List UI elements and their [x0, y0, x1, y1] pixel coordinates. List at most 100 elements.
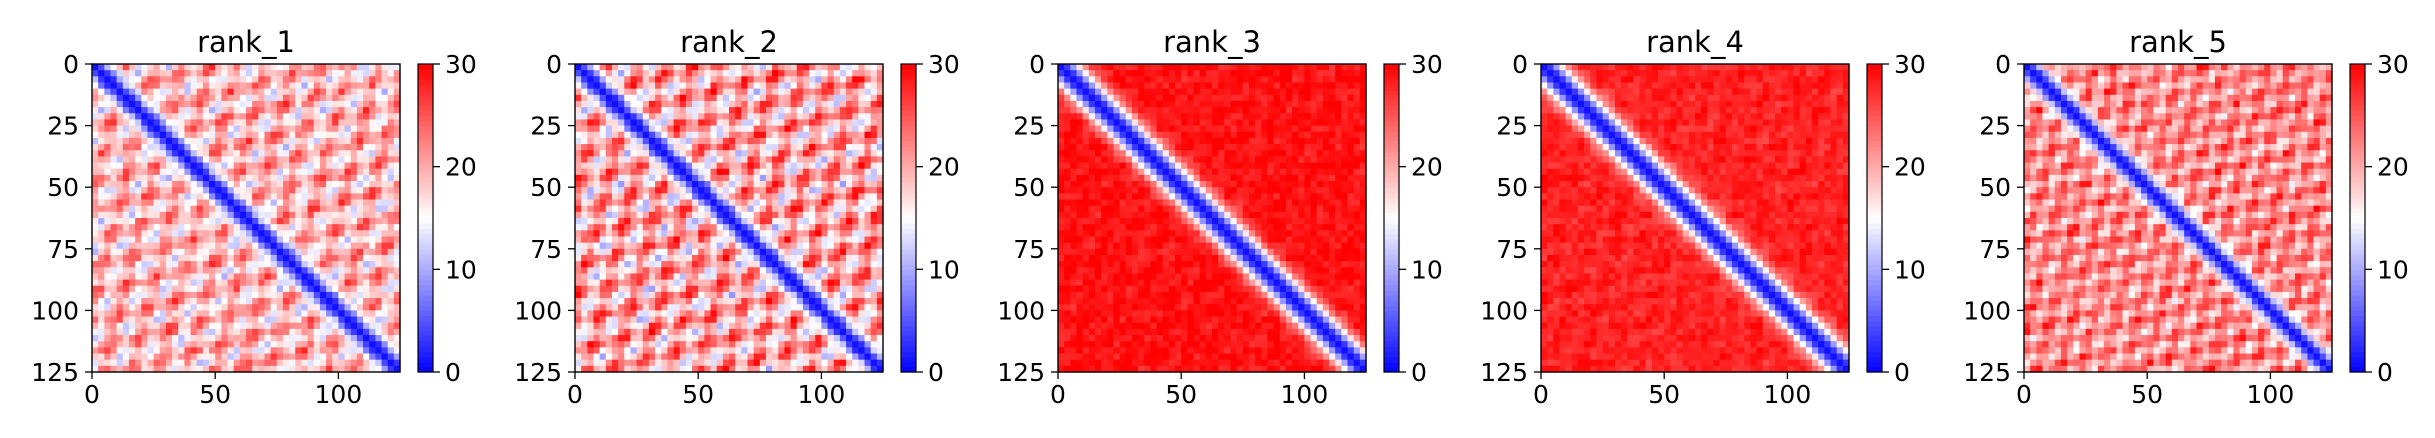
heatmap-cell	[710, 267, 718, 275]
heatmap-cell	[784, 273, 792, 281]
heatmap-cell	[196, 273, 204, 281]
heatmap-cell	[196, 162, 204, 170]
heatmap-cell	[381, 64, 389, 71]
heatmap-cell	[729, 261, 736, 268]
heatmap-cell	[135, 131, 142, 139]
heatmap-cell	[809, 304, 816, 311]
heatmap-cell	[282, 322, 290, 330]
heatmap-cell	[778, 285, 786, 293]
heatmap-cell	[202, 137, 210, 145]
heatmap-cell	[135, 64, 142, 71]
heatmap-cell	[648, 316, 656, 324]
heatmap-cell	[246, 168, 253, 176]
heatmap-cell	[332, 70, 339, 77]
heatmap-cell	[227, 322, 235, 330]
heatmap-cell	[630, 174, 638, 182]
heatmap-cell	[381, 353, 389, 361]
heatmap-cell	[716, 224, 724, 231]
heatmap-cell	[295, 365, 303, 373]
heatmap-cell	[381, 304, 389, 311]
heatmap-cell	[313, 285, 321, 293]
heatmap-cell	[735, 137, 742, 145]
heatmap-cell	[172, 359, 179, 367]
heatmap-cell	[839, 273, 847, 281]
heatmap-cell	[289, 335, 296, 342]
heatmap-cell	[153, 353, 161, 361]
heatmap-cell	[356, 144, 364, 151]
heatmap-cell	[698, 248, 705, 256]
heatmap-cell	[692, 100, 699, 108]
heatmap-cell	[642, 224, 650, 231]
heatmap-cell	[381, 236, 389, 244]
heatmap-cell	[326, 304, 333, 311]
heatmap-cell	[710, 242, 718, 250]
heatmap-cell	[209, 224, 216, 231]
heatmap-cell	[741, 125, 749, 133]
heatmap-cell	[870, 347, 878, 355]
heatmap-cell	[575, 316, 582, 324]
heatmap-cell	[363, 322, 370, 330]
heatmap-cell	[624, 236, 632, 244]
heatmap-cell	[673, 193, 681, 201]
heatmap-cell	[221, 193, 229, 201]
heatmap-cell	[270, 328, 278, 336]
heatmap-cell	[796, 224, 804, 231]
heatmap-cell	[246, 181, 253, 188]
heatmap-cell	[759, 304, 767, 311]
heatmap-cell	[809, 224, 816, 231]
heatmap-cell	[642, 70, 650, 77]
heatmap-cell	[624, 100, 632, 108]
heatmap-cell	[233, 347, 241, 355]
heatmap-cell	[393, 64, 401, 71]
heatmap-cell	[227, 236, 235, 244]
heatmap-cell	[147, 310, 155, 318]
heatmap-cell	[295, 70, 303, 77]
heatmap-cell	[870, 298, 878, 305]
heatmap-cell	[172, 316, 179, 324]
heatmap-cell	[667, 181, 675, 188]
heatmap-cell	[141, 353, 149, 361]
heatmap-cell	[599, 211, 607, 219]
heatmap-cell	[307, 261, 315, 268]
heatmap-cell	[116, 131, 124, 139]
heatmap-cell	[821, 76, 829, 84]
heatmap-cell	[338, 168, 346, 176]
heatmap-cell	[593, 322, 601, 330]
heatmap-cell	[233, 365, 241, 373]
heatmap-cell	[270, 267, 278, 275]
heatmap-cell	[313, 88, 321, 96]
heatmap-cell	[258, 144, 266, 151]
heatmap-cell	[369, 70, 376, 77]
heatmap-cell	[356, 156, 364, 164]
heatmap-cell	[765, 298, 773, 305]
heatmap-cell	[624, 230, 632, 238]
heatmap-cell	[729, 273, 736, 281]
heatmap-cell	[147, 64, 155, 71]
heatmap-cell	[772, 168, 779, 176]
heatmap-cell	[722, 107, 730, 114]
heatmap-cell	[122, 316, 130, 324]
heatmap-cell	[104, 119, 112, 127]
heatmap-cell	[326, 224, 333, 231]
heatmap-cell	[858, 76, 866, 84]
heatmap-cell	[209, 267, 216, 275]
heatmap-cell	[270, 285, 278, 293]
heatmap-cell	[870, 291, 878, 299]
heatmap-cell	[110, 174, 118, 182]
heatmap-cell	[338, 181, 346, 188]
heatmap-cell	[141, 365, 149, 373]
heatmap-cell	[833, 150, 841, 157]
heatmap-cell	[338, 82, 346, 90]
heatmap-cell	[839, 248, 847, 256]
heatmap-cell	[375, 70, 383, 77]
heatmap-cell	[153, 328, 161, 336]
heatmap-cell	[92, 174, 99, 182]
heatmap-cell	[679, 248, 687, 256]
heatmap-cell	[252, 298, 259, 305]
heatmap-cell	[636, 261, 644, 268]
heatmap-cell	[313, 291, 321, 299]
heatmap-cell	[289, 144, 296, 151]
heatmap-cell	[381, 131, 389, 139]
heatmap-cell	[104, 94, 112, 102]
heatmap-cell	[356, 174, 364, 182]
